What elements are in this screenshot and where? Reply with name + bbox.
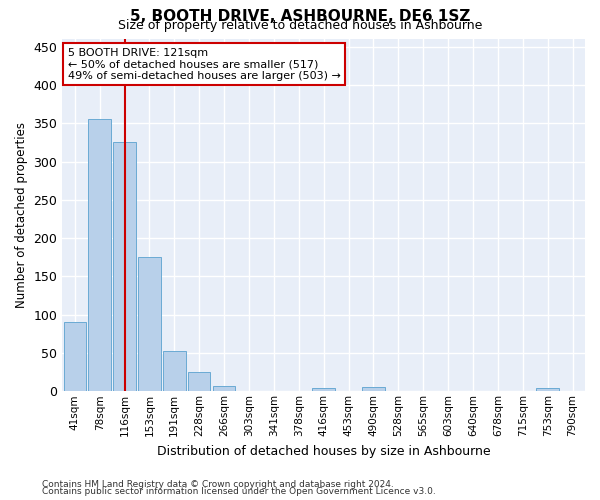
X-axis label: Distribution of detached houses by size in Ashbourne: Distribution of detached houses by size …	[157, 444, 490, 458]
Bar	[64, 322, 86, 392]
Text: Contains HM Land Registry data © Crown copyright and database right 2024.: Contains HM Land Registry data © Crown c…	[42, 480, 394, 489]
Bar	[213, 386, 235, 392]
Bar	[536, 388, 559, 392]
Bar	[313, 388, 335, 392]
Text: Size of property relative to detached houses in Ashbourne: Size of property relative to detached ho…	[118, 19, 482, 32]
Bar	[138, 258, 161, 392]
Bar	[88, 120, 111, 392]
Text: 5, BOOTH DRIVE, ASHBOURNE, DE6 1SZ: 5, BOOTH DRIVE, ASHBOURNE, DE6 1SZ	[130, 9, 470, 24]
Text: 5 BOOTH DRIVE: 121sqm
← 50% of detached houses are smaller (517)
49% of semi-det: 5 BOOTH DRIVE: 121sqm ← 50% of detached …	[68, 48, 340, 81]
Bar	[113, 142, 136, 392]
Bar	[188, 372, 211, 392]
Bar	[362, 388, 385, 392]
Bar	[163, 350, 185, 392]
Y-axis label: Number of detached properties: Number of detached properties	[15, 122, 28, 308]
Text: Contains public sector information licensed under the Open Government Licence v3: Contains public sector information licen…	[42, 487, 436, 496]
